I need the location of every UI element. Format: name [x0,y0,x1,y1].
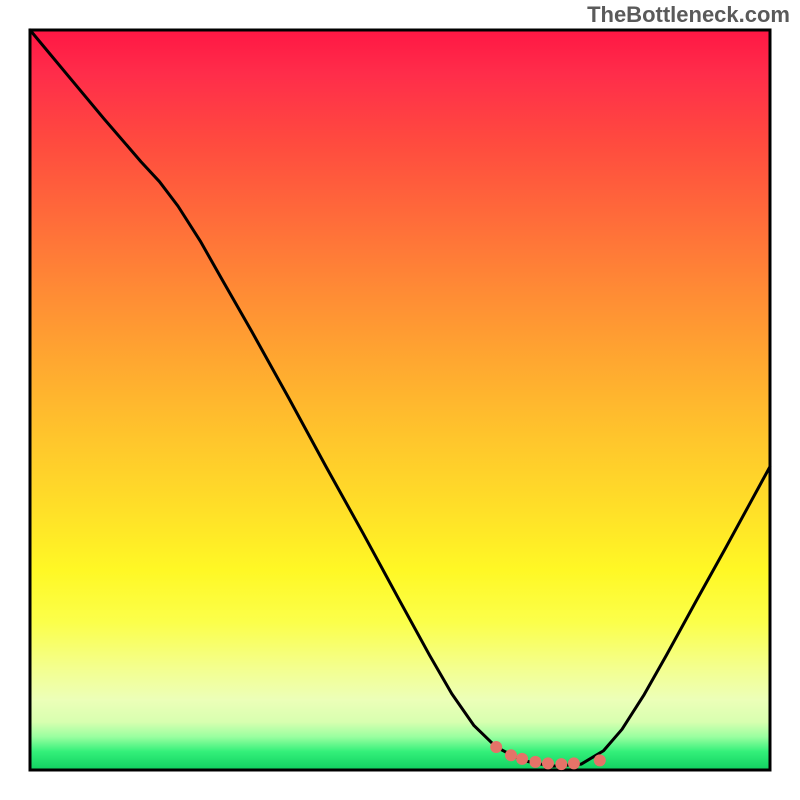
bottleneck-chart: TheBottleneck.com [0,0,800,800]
plot-gradient-fill [30,30,770,770]
marker-dot [529,756,541,768]
marker-dot [542,757,554,769]
attribution-label: TheBottleneck.com [587,2,790,28]
chart-svg [0,0,800,800]
marker-dot [568,757,580,769]
marker-dot [594,754,606,766]
marker-dot [555,758,567,770]
marker-dot [516,753,528,765]
marker-dot [505,749,517,761]
marker-dot [490,741,502,753]
